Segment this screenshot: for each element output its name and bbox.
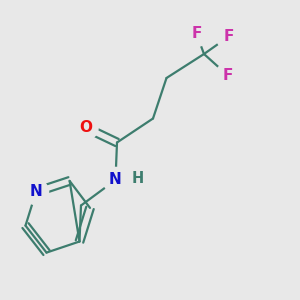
Text: H: H — [132, 171, 144, 186]
Circle shape — [215, 63, 241, 88]
Circle shape — [23, 179, 49, 205]
Circle shape — [73, 115, 98, 140]
Circle shape — [184, 21, 209, 46]
Text: N: N — [109, 172, 122, 188]
Circle shape — [103, 167, 128, 193]
Text: F: F — [224, 29, 234, 44]
Text: O: O — [79, 120, 92, 135]
Text: F: F — [223, 68, 233, 83]
Text: F: F — [191, 26, 202, 41]
Text: N: N — [30, 184, 42, 200]
Circle shape — [216, 24, 241, 49]
